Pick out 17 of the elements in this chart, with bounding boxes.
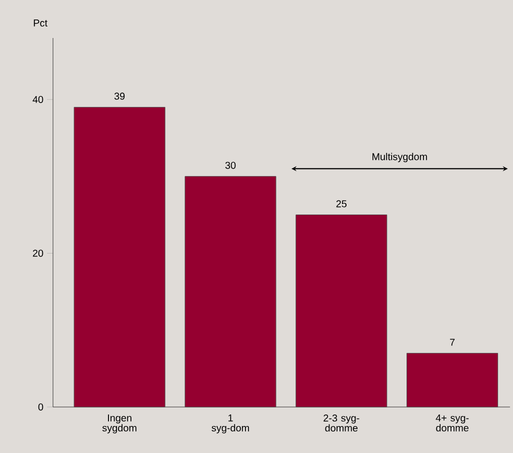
bar — [406, 352, 498, 408]
x-tick-label: 1 syg-dom — [212, 414, 249, 434]
bar — [296, 214, 388, 408]
annotation: Multisygdom — [372, 152, 427, 162]
data-label: 7 — [450, 338, 455, 346]
data-label: 30 — [225, 162, 236, 169]
bar — [184, 176, 276, 408]
y-tick-label: 40 — [32, 96, 44, 104]
x-tick-label: 2-3 syg-domme — [324, 414, 360, 432]
data-label: 39 — [114, 92, 125, 100]
y-tick-label: 0 — [38, 403, 44, 411]
y-axis-title: Pct — [34, 20, 48, 27]
x-tick-label: Ingen sygdom — [102, 414, 136, 434]
bar — [74, 106, 166, 408]
data-label: 25 — [336, 200, 347, 208]
y-tick-label: 20 — [32, 250, 44, 257]
x-tick-label: 4+ syg-domme — [436, 414, 469, 432]
